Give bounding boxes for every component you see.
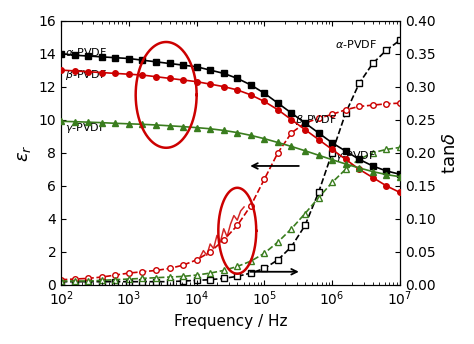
Y-axis label: $\varepsilon_r$: $\varepsilon_r$ [15,144,33,162]
Text: $\alpha$-PVDF: $\alpha$-PVDF [64,46,107,58]
X-axis label: Frequency / Hz: Frequency / Hz [174,314,287,329]
Text: $\gamma$-PVDF: $\gamma$-PVDF [336,149,377,163]
Text: $\alpha$-PVDF: $\alpha$-PVDF [336,37,377,50]
Y-axis label: tan$\delta$: tan$\delta$ [441,132,459,174]
Text: $\beta$-PVDF: $\beta$-PVDF [64,68,106,82]
Text: $\beta$-PVDF: $\beta$-PVDF [295,113,337,127]
Text: $\gamma$-PVDF: $\gamma$-PVDF [64,121,106,135]
